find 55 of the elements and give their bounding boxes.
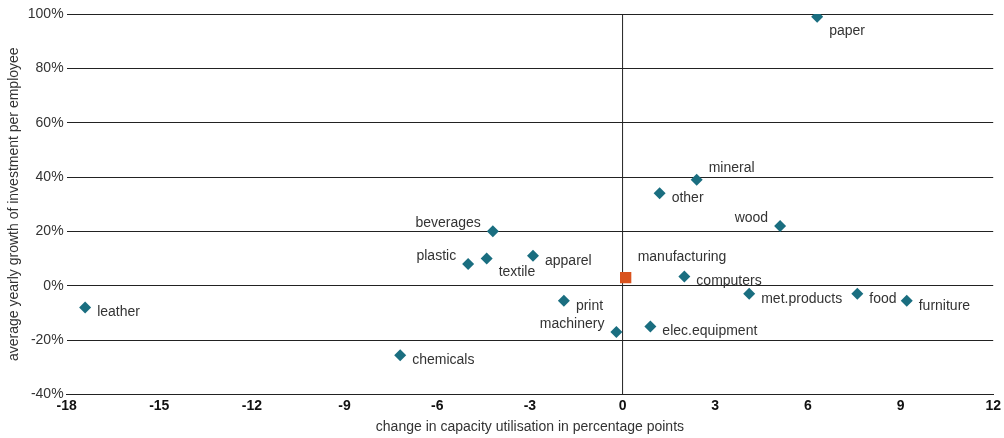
- x-tick-label: -9: [338, 396, 352, 413]
- point: [394, 349, 407, 362]
- y-tick-label: 40%: [35, 167, 64, 184]
- y-tick-label: 20%: [35, 222, 64, 239]
- y-tick-label: -40%: [30, 385, 64, 402]
- point: [462, 257, 475, 270]
- annotation: furniture: [918, 296, 971, 313]
- annotation: beverages: [415, 214, 481, 231]
- x-tick-label: 0: [618, 396, 627, 413]
- point: [774, 219, 787, 232]
- annotation: met.products: [761, 289, 843, 306]
- y-tick-label: 100%: [27, 4, 64, 21]
- annotation: machinery: [539, 314, 605, 331]
- annotation: wood: [733, 208, 769, 225]
- x-tick-label: -15: [149, 396, 170, 413]
- annotation: manufacturing: [637, 248, 727, 265]
- y-tick-label: 80%: [35, 59, 64, 76]
- annotation: paper: [829, 21, 866, 38]
- annotation: leather: [97, 303, 141, 320]
- annotation: mineral: [708, 158, 755, 175]
- point: [610, 325, 623, 338]
- x-tick-label: -12: [241, 396, 263, 413]
- x-tick-label: -3: [523, 396, 537, 413]
- point: [851, 287, 864, 300]
- point: [480, 252, 493, 265]
- y-tick-label: 0%: [43, 276, 64, 293]
- annotation: plastic: [416, 246, 457, 263]
- annotation: elec.equipment: [662, 322, 758, 339]
- point: [900, 294, 913, 307]
- point: [79, 301, 92, 314]
- point: [678, 270, 691, 283]
- x-tick-label: -6: [431, 396, 444, 413]
- annotation: textile: [498, 263, 536, 280]
- x-tick-label: 9: [896, 396, 905, 413]
- x-tick-label: 3: [711, 396, 720, 413]
- point: [743, 287, 756, 300]
- point: [653, 187, 666, 200]
- point: [620, 271, 632, 284]
- point: [690, 173, 703, 186]
- y-tick-label: -20%: [30, 330, 64, 347]
- x-axis-title: change in capacity utilisation in percentage points: [375, 418, 685, 435]
- annotation: computers: [696, 272, 762, 289]
- point: [644, 320, 657, 333]
- annotation: chemicals: [412, 351, 475, 368]
- annotation: print: [575, 296, 604, 313]
- point: [557, 294, 570, 307]
- annotation: food: [869, 289, 897, 306]
- annotation: other: [671, 189, 704, 206]
- x-tick-label: 6: [803, 396, 812, 413]
- x-tick-label: 12: [985, 396, 1002, 413]
- annotation: apparel: [545, 251, 592, 268]
- point: [486, 225, 499, 238]
- y-axis-title: average yearly growth of investment per employee: [5, 47, 22, 361]
- point: [527, 249, 539, 262]
- y-tick-label: 60%: [35, 113, 64, 130]
